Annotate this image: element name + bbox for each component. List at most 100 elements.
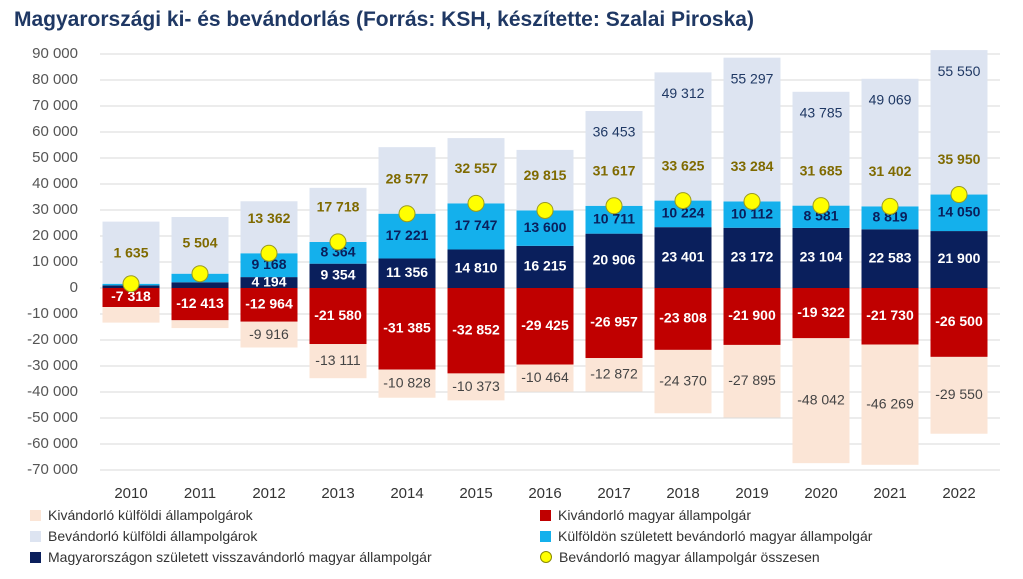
legend-label: Külföldön született bevándorló magyar ál… — [558, 528, 873, 544]
data-label: -13 111 — [315, 352, 361, 368]
bar-segment — [723, 227, 781, 288]
total-label: 32 557 — [455, 160, 498, 176]
bar-segment — [930, 50, 988, 195]
bar-segment — [792, 288, 850, 339]
data-label: -26 957 — [590, 314, 638, 330]
bar-segment — [930, 231, 988, 288]
legend-swatch — [540, 530, 551, 542]
bar-segment — [309, 241, 367, 264]
data-label: -46 269 — [866, 395, 914, 411]
total-marker — [743, 192, 761, 210]
bar-segment — [447, 249, 505, 288]
bar-segment — [102, 307, 160, 323]
legend-label: Kivándorló magyar állampolgár — [558, 507, 751, 523]
data-label: 23 172 — [731, 249, 774, 265]
bar-segment — [861, 288, 919, 345]
bar-segment — [447, 288, 505, 374]
total-label: 17 718 — [317, 199, 360, 215]
bar-segment — [792, 227, 850, 288]
bar-segment — [585, 358, 643, 392]
legend-label: Magyarországon született visszavándorló … — [48, 549, 432, 565]
data-label: 23 104 — [800, 249, 843, 265]
x-tick-label: 2015 — [459, 485, 492, 500]
data-label: 11 356 — [386, 264, 428, 280]
data-label: -10 828 — [383, 374, 431, 390]
bar-segment — [654, 349, 712, 414]
total-marker — [881, 197, 899, 215]
x-tick-label: 2011 — [184, 485, 216, 500]
data-label: 55 297 — [731, 70, 774, 86]
bar-segment — [585, 233, 643, 288]
bar-segment — [102, 221, 160, 284]
y-tick-label: 0 — [70, 279, 78, 296]
bar-segment — [378, 147, 436, 214]
bar-segment — [861, 229, 919, 288]
bar-segment — [861, 78, 919, 207]
x-tick-label: 2018 — [666, 485, 699, 500]
data-label: -10 373 — [452, 378, 500, 394]
legend-item: Bevándorló külföldi állampolgárok — [30, 528, 257, 544]
total-marker — [329, 233, 347, 251]
bar-segment — [861, 344, 919, 465]
data-label: 13 600 — [524, 219, 567, 235]
total-marker — [398, 205, 416, 223]
bar-segment — [447, 373, 505, 401]
total-label: 29 815 — [524, 167, 567, 183]
bar-segment — [723, 288, 781, 345]
bar-segment — [240, 321, 298, 348]
x-tick-label: 2017 — [597, 485, 630, 500]
bar-segment — [792, 205, 850, 228]
bar-segment — [447, 138, 505, 204]
data-label: -19 322 — [797, 304, 845, 320]
data-label: -23 808 — [659, 310, 707, 326]
bar-segment — [930, 288, 988, 357]
y-tick-label: 50 000 — [32, 149, 78, 166]
y-tick-label: 40 000 — [32, 175, 78, 192]
total-label: 35 950 — [938, 151, 981, 167]
x-tick-label: 2010 — [114, 485, 147, 500]
bar-segment — [585, 111, 643, 206]
bar-segment — [240, 201, 298, 254]
total-marker — [536, 201, 554, 219]
data-label: -24 370 — [659, 372, 707, 388]
legend-item: Bevándorló magyar állampolgár összesen — [540, 549, 820, 565]
bar-segment — [309, 187, 367, 242]
y-tick-label: -30 000 — [27, 357, 78, 374]
data-label: 9 168 — [251, 256, 286, 272]
bar-segment — [792, 91, 850, 206]
bar-segment — [654, 72, 712, 201]
bar-segment — [240, 277, 298, 288]
total-marker — [674, 192, 692, 210]
y-tick-label: 30 000 — [32, 201, 78, 218]
total-marker — [191, 265, 209, 283]
data-label: 10 112 — [731, 205, 773, 221]
legend-swatch — [30, 509, 41, 521]
data-label: -31 385 — [383, 320, 431, 336]
legend-label: Bevándorló magyar állampolgár összesen — [559, 549, 820, 565]
data-label: 9 354 — [320, 267, 355, 283]
legend-swatch — [30, 530, 41, 542]
y-tick-label: -40 000 — [27, 383, 78, 400]
data-label: -21 900 — [728, 307, 776, 323]
bar-segment — [171, 282, 229, 288]
data-label: 14 810 — [455, 259, 498, 275]
x-tick-label: 2013 — [321, 485, 354, 500]
x-tick-label: 2014 — [390, 485, 423, 500]
x-tick-label: 2012 — [252, 485, 285, 500]
data-label: -21 730 — [866, 307, 914, 323]
total-marker — [605, 197, 623, 215]
data-label: 10 711 — [593, 210, 635, 226]
bar-segment — [171, 320, 229, 329]
bar-segment — [102, 288, 160, 308]
data-label: 55 550 — [938, 63, 981, 79]
bar-segment — [516, 288, 574, 365]
data-label: -12 964 — [245, 296, 293, 312]
legend-item: Kivándorló magyar állampolgár — [540, 507, 751, 523]
x-tick-label: 2022 — [942, 485, 975, 500]
data-label: 8 364 — [320, 244, 355, 260]
data-label: 17 221 — [386, 227, 429, 243]
total-marker — [950, 186, 968, 204]
y-tick-label: 70 000 — [32, 97, 78, 114]
bar-segment — [309, 263, 367, 288]
y-tick-label: -60 000 — [27, 435, 78, 452]
